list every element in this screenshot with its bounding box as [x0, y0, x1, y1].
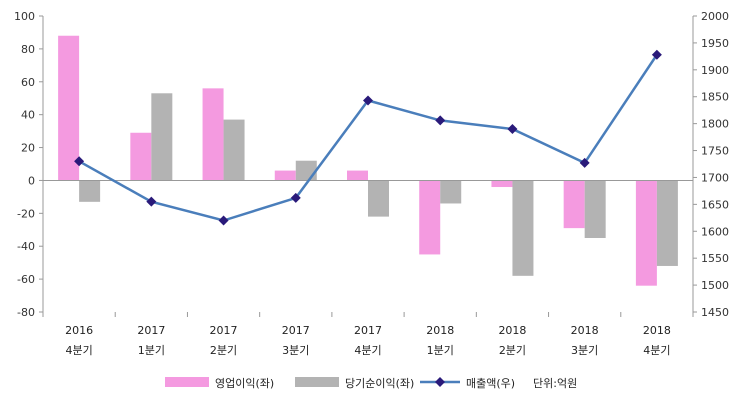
left-tick-label: 80 [21, 43, 35, 56]
right-tick-label: 1850 [701, 91, 729, 104]
category-year-label: 2017 [282, 324, 310, 337]
left-tick-label: 0 [28, 174, 35, 187]
legend-marker-revenue [435, 377, 445, 387]
revenue-point [435, 115, 446, 126]
net-income-bar [223, 119, 245, 181]
left-tick-label: -60 [17, 273, 35, 286]
category-quarter-label: 2분기 [499, 344, 526, 357]
right-tick-label: 1650 [701, 198, 729, 211]
right-tick-label: 1950 [701, 37, 729, 50]
category-quarter-label: 3분기 [282, 344, 309, 357]
operating-profit-bar [274, 170, 296, 181]
category-year-label: 2017 [137, 324, 165, 337]
category-year-label: 2016 [65, 324, 93, 337]
legend-label-revenue: 매출액(우) [466, 377, 515, 390]
category-quarter-label: 4분기 [643, 344, 670, 357]
category-year-label: 2018 [571, 324, 599, 337]
legend-label-net-income: 당기순이익(좌) [345, 377, 414, 390]
category-quarter-label: 4분기 [65, 344, 92, 357]
legend-label-operating-profit: 영업이익(좌) [215, 377, 274, 390]
net-income-bar [656, 180, 678, 266]
category-quarter-label: 3분기 [571, 344, 598, 357]
left-tick-label: -20 [17, 207, 35, 220]
category-quarter-label: 2분기 [210, 344, 237, 357]
operating-profit-bar [202, 88, 224, 181]
left-tick-label: 100 [14, 10, 35, 23]
left-tick-label: 20 [21, 142, 35, 155]
right-tick-label: 1700 [701, 171, 729, 184]
right-tick-label: 1450 [701, 306, 729, 319]
legend-swatch-net-income [295, 377, 339, 387]
operating-profit-bar [491, 180, 513, 188]
operating-profit-bar [58, 35, 80, 181]
operating-profit-bar [635, 180, 657, 286]
operating-profit-bar [563, 180, 585, 229]
left-tick-label: 40 [21, 109, 35, 122]
category-year-label: 2018 [426, 324, 454, 337]
right-tick-label: 1750 [701, 145, 729, 158]
left-tick-label: 60 [21, 76, 35, 89]
net-income-bar [151, 93, 173, 181]
revenue-point [146, 196, 157, 207]
right-tick-label: 1900 [701, 64, 729, 77]
net-income-bar [295, 160, 317, 181]
left-tick-label: -40 [17, 240, 35, 253]
legend-swatch-operating-profit [165, 377, 209, 387]
operating-profit-bar [130, 132, 152, 181]
left-tick-label: -80 [17, 306, 35, 319]
revenue-point [74, 156, 85, 167]
operating-profit-bar [347, 170, 368, 181]
category-quarter-label: 1분기 [427, 344, 454, 357]
right-tick-label: 1600 [701, 225, 729, 238]
right-tick-label: 2000 [701, 10, 729, 23]
net-income-bar [584, 180, 606, 238]
right-tick-label: 1550 [701, 252, 729, 265]
net-income-bar [368, 180, 389, 217]
net-income-bar [79, 180, 101, 202]
category-year-label: 2017 [210, 324, 238, 337]
revenue-point [507, 124, 518, 135]
category-year-label: 2017 [354, 324, 382, 337]
revenue-point [290, 192, 301, 203]
category-quarter-label: 1분기 [138, 344, 165, 357]
revenue-point [218, 215, 229, 226]
category-year-label: 2018 [498, 324, 526, 337]
net-income-bar [512, 180, 534, 276]
category-year-label: 2018 [643, 324, 671, 337]
net-income-bar [440, 180, 462, 204]
operating-profit-bar [419, 180, 441, 255]
right-tick-label: 1500 [701, 279, 729, 292]
revenue-point [651, 49, 662, 60]
unit-note: 단위:억원 [533, 377, 577, 390]
category-quarter-label: 4분기 [354, 344, 381, 357]
revenue-point [579, 157, 590, 168]
right-tick-label: 1800 [701, 118, 729, 131]
revenue-point [363, 95, 373, 106]
